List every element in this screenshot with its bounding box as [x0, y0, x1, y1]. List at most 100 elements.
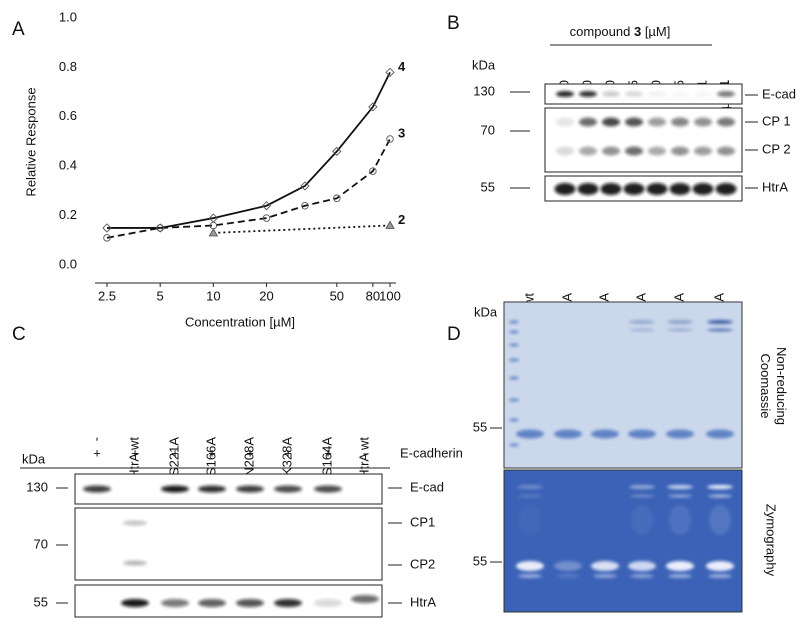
coomassie-line: Non-reducing — [774, 347, 789, 425]
band — [630, 494, 654, 498]
marker-label: 55 — [473, 553, 487, 568]
band — [602, 146, 620, 156]
band — [707, 485, 733, 489]
band — [509, 330, 519, 334]
band — [579, 91, 597, 97]
band — [715, 183, 737, 195]
ecadherin-sign: + — [93, 445, 101, 460]
band — [628, 429, 656, 439]
panel-letter: A — [12, 19, 25, 40]
band — [518, 494, 542, 498]
band — [628, 561, 656, 571]
band — [121, 599, 149, 607]
band — [707, 320, 733, 324]
band — [556, 574, 580, 578]
band-label: HtrA — [410, 594, 436, 609]
band — [671, 146, 689, 156]
band — [666, 429, 694, 439]
band — [707, 328, 733, 332]
marker-label: 55 — [34, 594, 48, 609]
band — [518, 574, 542, 578]
band — [709, 505, 731, 535]
x-tick-label: 100 — [379, 288, 401, 303]
band — [600, 183, 622, 195]
series-label: 3 — [398, 125, 405, 140]
band — [314, 599, 342, 607]
band — [577, 183, 599, 195]
band — [123, 520, 147, 526]
band — [717, 146, 735, 156]
band — [509, 398, 519, 402]
x-tick-label: 20 — [259, 288, 273, 303]
band — [554, 183, 576, 195]
band — [351, 595, 379, 603]
marker — [300, 181, 310, 191]
header-part: compound — [570, 24, 634, 39]
band — [671, 117, 689, 127]
marker — [262, 214, 271, 222]
coomassie-gel — [503, 301, 743, 469]
marker — [386, 135, 394, 143]
kda-label: kDa — [472, 57, 496, 72]
band — [706, 561, 734, 571]
lane-label: - — [88, 437, 103, 441]
header-part: [µM] — [641, 24, 670, 39]
blot-box — [544, 107, 743, 173]
band — [629, 328, 655, 332]
band — [625, 91, 643, 97]
band — [83, 485, 111, 493]
band — [579, 117, 597, 127]
band — [668, 494, 692, 498]
band — [556, 146, 574, 156]
ecadherin-sign: + — [246, 445, 254, 460]
panel-letter: C — [12, 324, 26, 345]
panel-letter: B — [447, 13, 460, 34]
band — [666, 561, 694, 571]
band — [509, 418, 519, 422]
band-label: CP2 — [410, 556, 435, 571]
band — [274, 485, 302, 493]
y-axis-title: Relative Response — [23, 87, 38, 196]
band — [509, 376, 519, 380]
band — [667, 328, 693, 332]
y-tick-label: 0.4 — [59, 158, 77, 173]
band — [161, 599, 189, 607]
marker — [385, 67, 395, 77]
ecadherin-sign: + — [131, 445, 139, 460]
band — [694, 91, 712, 97]
marker-label: 130 — [26, 479, 48, 494]
band — [667, 485, 693, 489]
band — [671, 91, 689, 97]
band — [591, 561, 619, 571]
band — [669, 183, 691, 195]
x-tick-label: 2.5 — [98, 288, 116, 303]
band — [509, 358, 519, 362]
band — [631, 505, 653, 535]
band — [668, 574, 692, 578]
band-label: E-cad — [762, 86, 796, 101]
marker — [156, 224, 164, 232]
band — [646, 183, 668, 195]
band — [519, 505, 541, 535]
band — [669, 505, 691, 535]
band — [509, 443, 519, 447]
marker-label: 130 — [473, 83, 495, 98]
band — [556, 91, 574, 97]
band-label: CP 1 — [762, 113, 791, 128]
band — [556, 117, 574, 127]
ecadherin-sign: + — [171, 445, 179, 460]
band-label: E-cad — [410, 479, 444, 494]
band — [579, 146, 597, 156]
coomassie-line: Coomassie — [758, 353, 773, 418]
marker — [385, 220, 395, 229]
band-label: CP1 — [410, 514, 435, 529]
x-tick-label: 80 — [366, 288, 380, 303]
panel-letter: D — [447, 324, 461, 345]
band — [554, 561, 582, 571]
blot-box — [74, 507, 383, 581]
x-tick-label: 10 — [206, 288, 220, 303]
band — [516, 429, 544, 439]
series-label: 2 — [398, 212, 405, 227]
marker — [261, 201, 272, 211]
